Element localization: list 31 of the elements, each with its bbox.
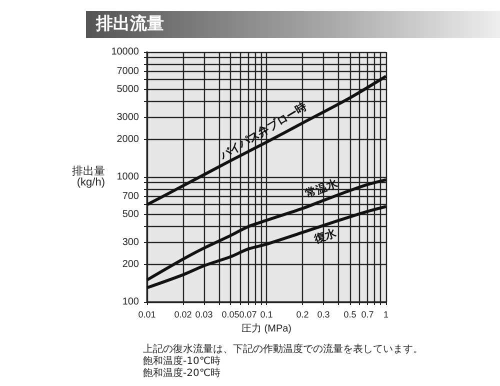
text: 常温水 [304, 176, 340, 200]
chart-title: 排出流量 [86, 11, 500, 38]
x-tick-label: 0.7 [361, 310, 374, 320]
y-tick-label: 5000 [116, 84, 140, 96]
text: 上記の復水流量は、下記の作動温度での流量を表しています。 [143, 344, 423, 356]
y-tick-label: 200 [122, 258, 140, 270]
y-tick-label: 7000 [116, 66, 140, 77]
x-tick-label: 0.02 [174, 310, 192, 320]
x-tick-label: 0.01 [138, 310, 156, 320]
y-tick-label: 300 [122, 236, 140, 248]
x-tick-label: 0.3 [317, 310, 330, 320]
y-tick-label: 500 [122, 209, 140, 220]
text: 復水 [312, 226, 339, 246]
x-tick-label: 0.05 [222, 310, 240, 320]
x-tick-label: 1 [383, 310, 389, 320]
x-tick-label: 0.2 [296, 310, 309, 320]
text: 飽和温度-20℃時 [143, 368, 222, 380]
x-tick-label: 0.5 [344, 310, 356, 320]
y-tick-label: 1000 [116, 172, 140, 182]
x-axis-title: 圧力 (MPa) [242, 322, 292, 334]
y-tick-label: 2000 [116, 134, 140, 145]
y-axis-title: 排出量 (kg/h) [72, 164, 105, 188]
y-tick-label: 100 [122, 296, 140, 308]
x-tick-label: 0.07 [239, 310, 257, 320]
text: 飽和温度-10℃時 [143, 356, 222, 368]
y-tick-label: 3000 [116, 112, 140, 123]
x-tick-label: 0.1 [260, 310, 273, 320]
x-tick-label: 0.03 [195, 310, 213, 320]
y-tick-label: 700 [122, 190, 140, 202]
y-tick-label: 10000 [111, 46, 140, 58]
text: バイパス弁ブロー時 [216, 100, 310, 163]
